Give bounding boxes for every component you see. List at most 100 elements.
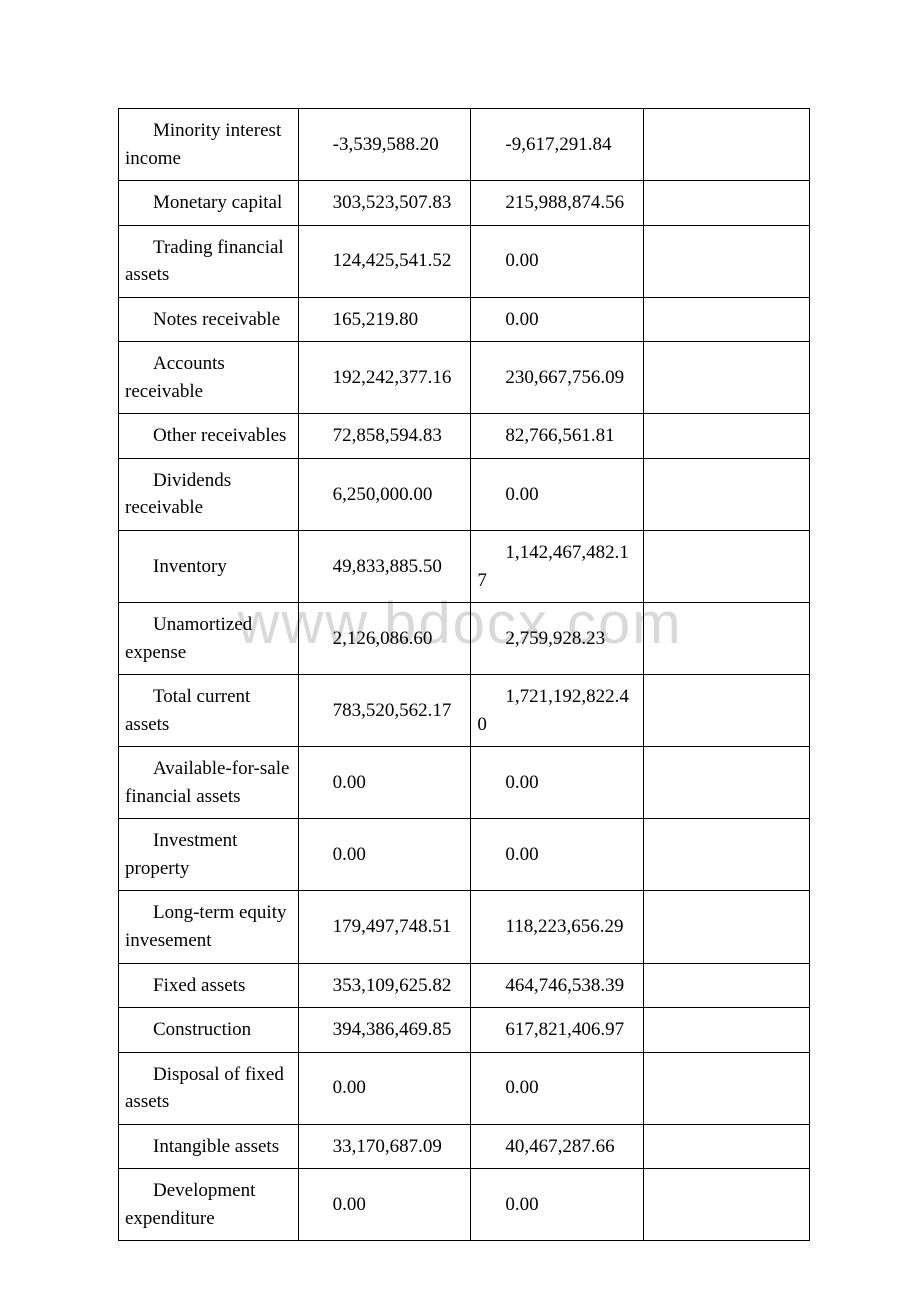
page-container: Minority interest income-3,539,588.20 -9,…	[0, 0, 920, 1301]
row-value1-cell: 394,386,469.85	[298, 1008, 471, 1053]
row-value3-cell	[644, 181, 810, 226]
row-value3-cell	[644, 1124, 810, 1169]
row-value1: 0.00	[305, 841, 465, 869]
row-label-cell: Construction	[119, 1008, 299, 1053]
row-value2-cell: 1,721,192,822.40	[471, 675, 644, 747]
row-value1: 2,126,086.60	[305, 625, 465, 653]
row-value2-cell: 82,766,561.81	[471, 414, 644, 459]
row-label-cell: Disposal of fixed assets	[119, 1052, 299, 1124]
row-value1-cell: 192,242,377.16	[298, 342, 471, 414]
row-value3-cell	[644, 1169, 810, 1241]
row-value2: 0.00	[477, 247, 637, 275]
row-value1-cell: 33,170,687.09	[298, 1124, 471, 1169]
row-label: Total current assets	[125, 683, 292, 738]
row-value2: 82,766,561.81	[477, 422, 637, 450]
row-value2: 40,467,287.66	[477, 1133, 637, 1161]
row-value2: 617,821,406.97	[477, 1016, 637, 1044]
row-label-cell: Other receivables	[119, 414, 299, 459]
table-row: Minority interest income-3,539,588.20 -9,…	[119, 109, 810, 181]
financial-table: Minority interest income-3,539,588.20 -9,…	[118, 108, 810, 1241]
table-row: Monetary capital 303,523,507.83215,988,87…	[119, 181, 810, 226]
row-label-cell: Dividends receivable	[119, 458, 299, 530]
table-row: Dividends receivable6,250,000.000.00	[119, 458, 810, 530]
row-value1-cell: 0.00	[298, 1169, 471, 1241]
row-label: Monetary capital	[125, 189, 292, 217]
row-label-cell: Minority interest income	[119, 109, 299, 181]
row-label-cell: Available-for-sale financial assets	[119, 747, 299, 819]
row-value2-cell: 230,667,756.09	[471, 342, 644, 414]
row-value1: 394,386,469.85	[305, 1016, 465, 1044]
row-value1: 783,520,562.17	[305, 697, 465, 725]
row-label: Trading financial assets	[125, 234, 292, 289]
row-value1-cell: 124,425,541.52	[298, 225, 471, 297]
row-value1: 0.00	[305, 1191, 465, 1219]
row-value2-cell: 1,142,467,482.17	[471, 531, 644, 603]
row-value3-cell	[644, 225, 810, 297]
row-label-cell: Fixed assets	[119, 963, 299, 1008]
row-value1: 49,833,885.50	[305, 553, 465, 581]
row-label: Available-for-sale financial assets	[125, 755, 292, 810]
row-value2-cell: 0.00	[471, 1052, 644, 1124]
row-value1: 6,250,000.00	[305, 481, 465, 509]
row-value1: 72,858,594.83	[305, 422, 465, 450]
row-value1-cell: 303,523,507.83	[298, 181, 471, 226]
row-value3-cell	[644, 531, 810, 603]
row-value1-cell: 179,497,748.51	[298, 891, 471, 963]
row-value1-cell: -3,539,588.20	[298, 109, 471, 181]
row-value2: -9,617,291.84	[477, 131, 637, 159]
row-value2-cell: 0.00	[471, 819, 644, 891]
row-value1: 303,523,507.83	[305, 189, 465, 217]
row-label: Accounts receivable	[125, 350, 292, 405]
table-row: Notes receivable165,219.800.00	[119, 297, 810, 342]
row-label-cell: Investment property	[119, 819, 299, 891]
row-label: Construction	[125, 1016, 292, 1044]
row-value2: 0.00	[477, 1191, 637, 1219]
row-value3-cell	[644, 603, 810, 675]
row-value2: 0.00	[477, 306, 637, 334]
row-value3-cell	[644, 342, 810, 414]
row-label: Intangible assets	[125, 1133, 292, 1161]
row-value2-cell: 0.00	[471, 747, 644, 819]
row-label-cell: Trading financial assets	[119, 225, 299, 297]
table-row: Development expenditure 0.00 0.00	[119, 1169, 810, 1241]
table-row: Unamortized expense2,126,086.602,759,928…	[119, 603, 810, 675]
row-value2: 1,721,192,822.40	[477, 683, 637, 738]
row-value3-cell	[644, 675, 810, 747]
row-value2-cell: 0.00	[471, 1169, 644, 1241]
row-value2-cell: 2,759,928.23	[471, 603, 644, 675]
table-row: Trading financial assets124,425,541.520.…	[119, 225, 810, 297]
row-value1-cell: 0.00	[298, 819, 471, 891]
row-value2-cell: 118,223,656.29	[471, 891, 644, 963]
row-value2-cell: 0.00	[471, 297, 644, 342]
row-value1: -3,539,588.20	[305, 131, 465, 159]
row-value2: 0.00	[477, 769, 637, 797]
row-label: Notes receivable	[125, 306, 292, 334]
row-value2-cell: -9,617,291.84	[471, 109, 644, 181]
row-value3-cell	[644, 109, 810, 181]
row-value2-cell: 215,988,874.56	[471, 181, 644, 226]
row-label-cell: Total current assets	[119, 675, 299, 747]
row-value3-cell	[644, 891, 810, 963]
row-value2-cell: 617,821,406.97	[471, 1008, 644, 1053]
row-value1-cell: 2,126,086.60	[298, 603, 471, 675]
row-value3-cell	[644, 297, 810, 342]
row-label-cell: Notes receivable	[119, 297, 299, 342]
row-value1-cell: 49,833,885.50	[298, 531, 471, 603]
row-value2: 0.00	[477, 1074, 637, 1102]
row-value2: 0.00	[477, 841, 637, 869]
row-value3-cell	[644, 1008, 810, 1053]
row-label: Development expenditure	[125, 1177, 292, 1232]
row-value2: 1,142,467,482.17	[477, 539, 637, 594]
row-value2: 2,759,928.23	[477, 625, 637, 653]
table-row: Investment property0.000.00	[119, 819, 810, 891]
row-value2-cell: 40,467,287.66	[471, 1124, 644, 1169]
row-value1: 192,242,377.16	[305, 364, 465, 392]
row-label: Inventory	[125, 553, 292, 581]
row-label: Long-term equity invesement	[125, 899, 292, 954]
row-label-cell: Development expenditure	[119, 1169, 299, 1241]
table-row: Available-for-sale financial assets0.000…	[119, 747, 810, 819]
row-label-cell: Inventory	[119, 531, 299, 603]
row-value2-cell: 464,746,538.39	[471, 963, 644, 1008]
row-value2-cell: 0.00	[471, 225, 644, 297]
row-label: Disposal of fixed assets	[125, 1061, 292, 1116]
